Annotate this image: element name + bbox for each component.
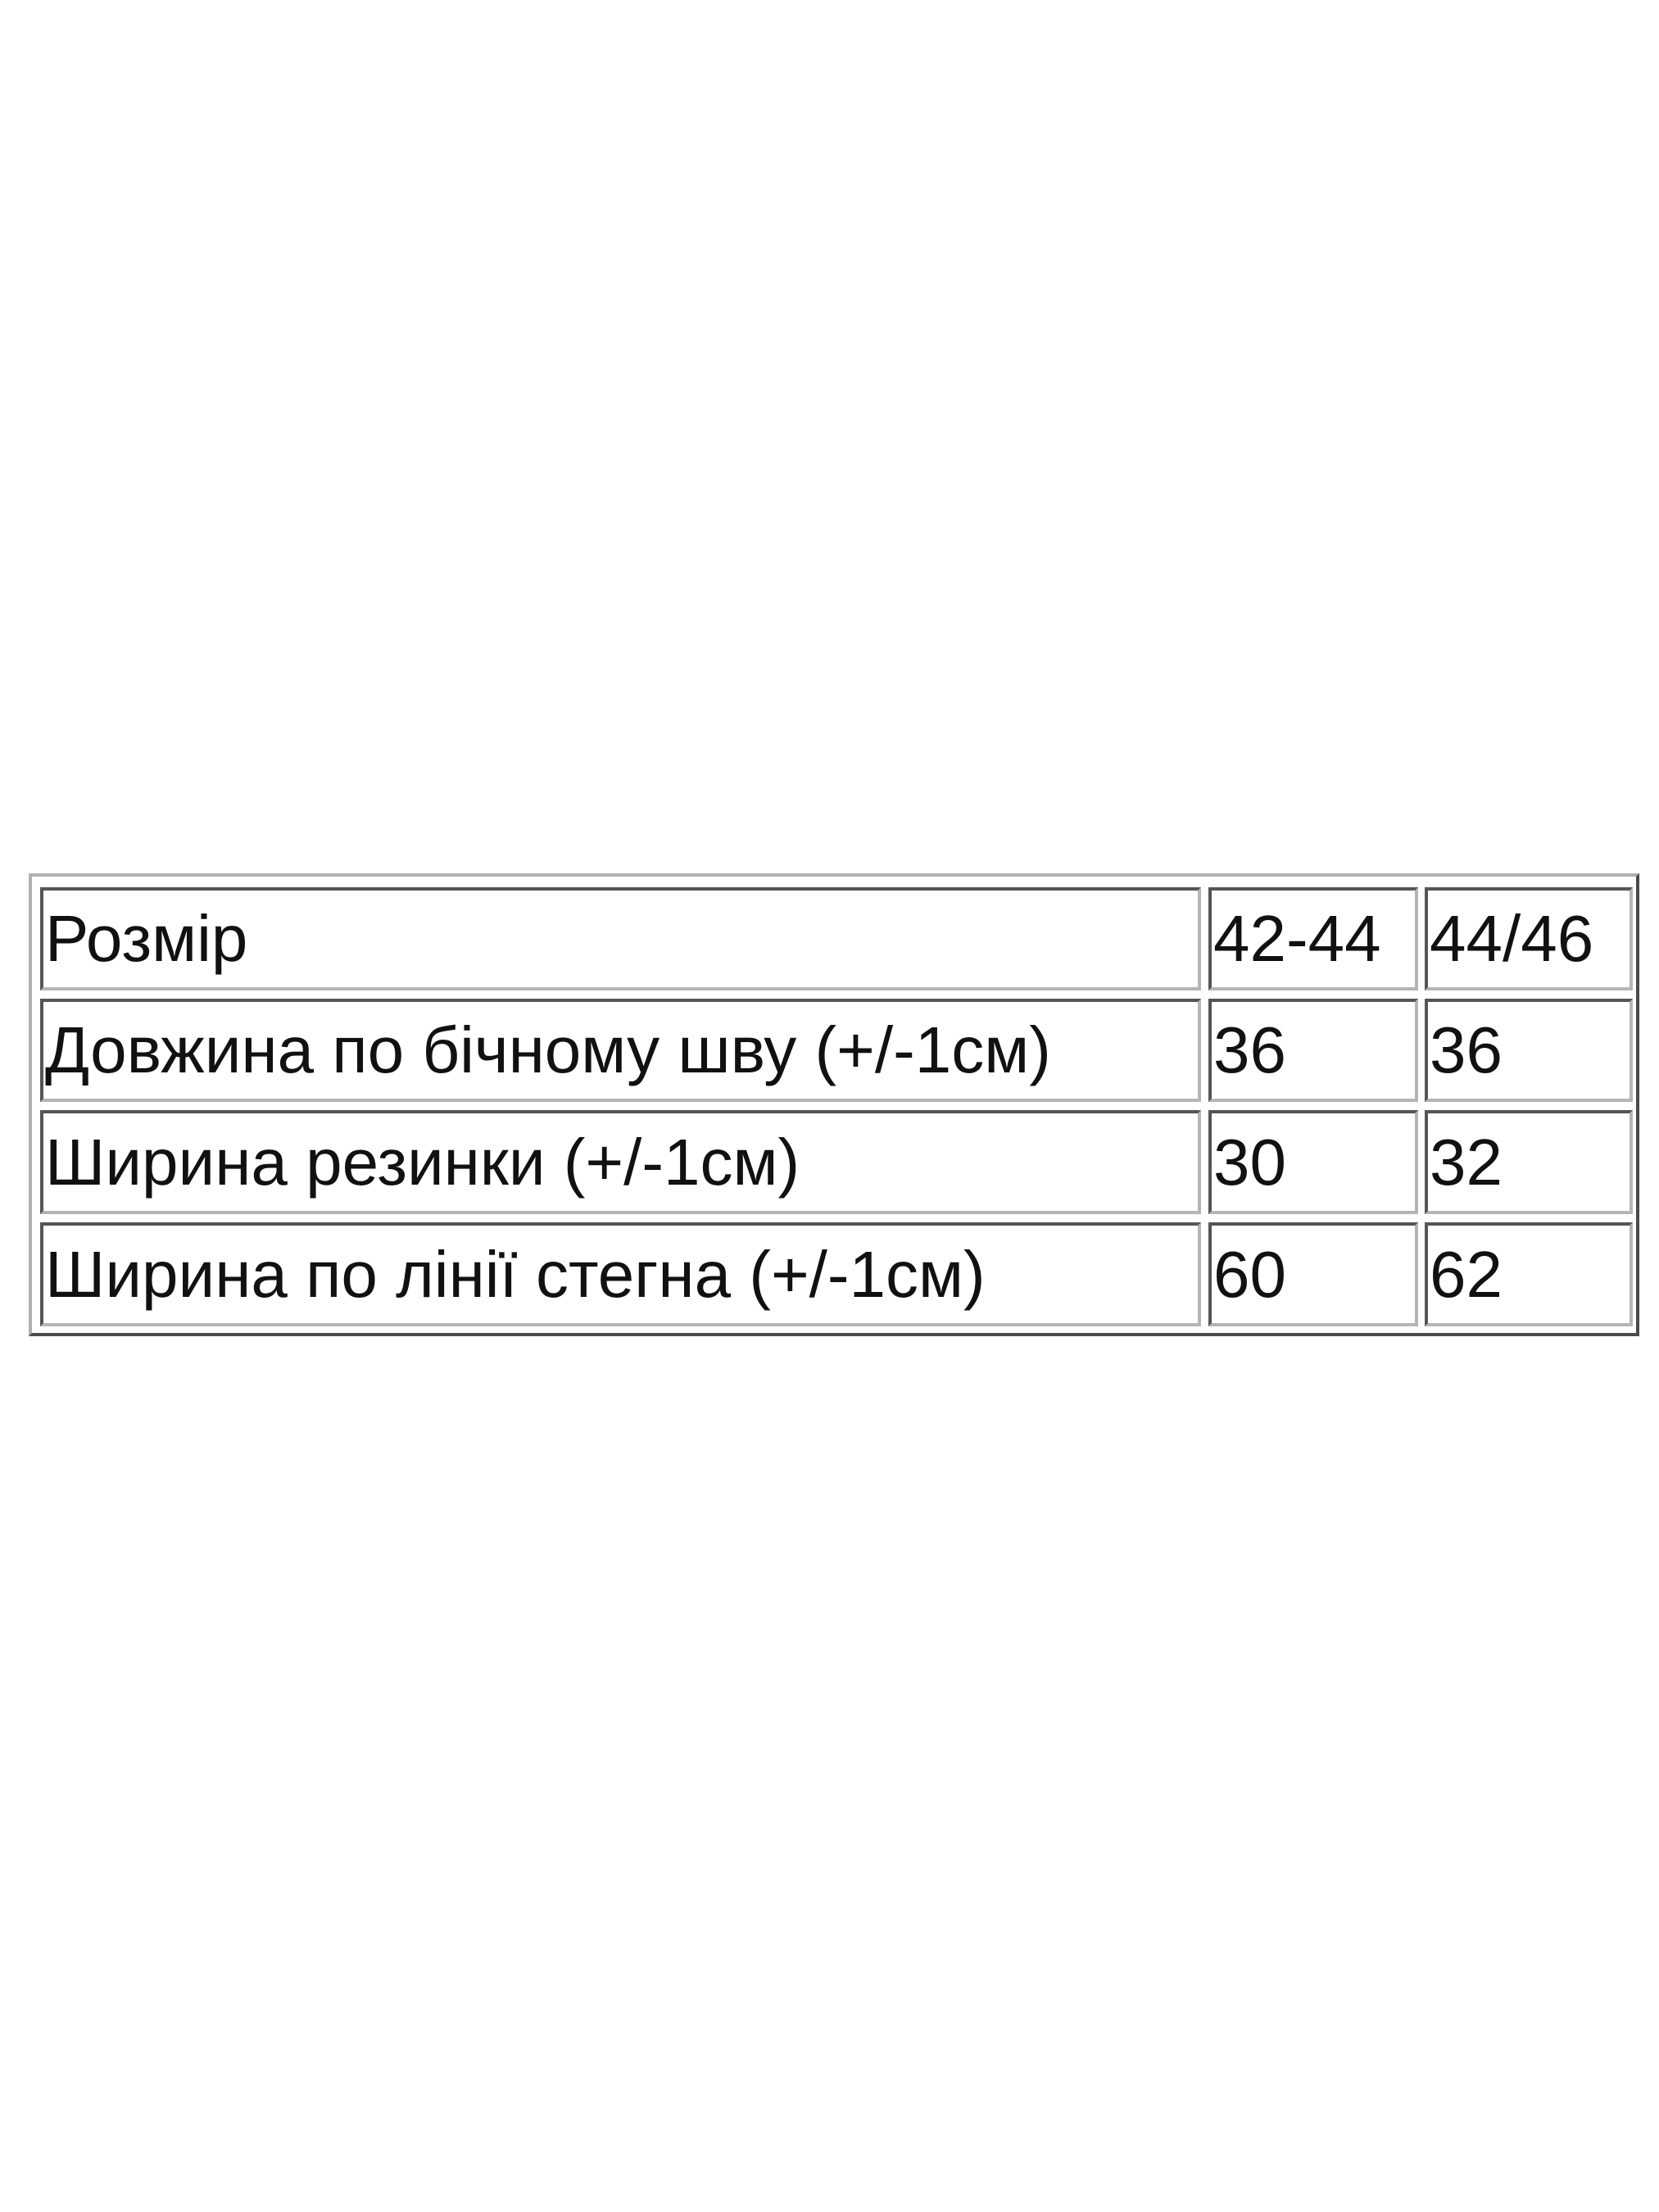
table-cell: 30 [1208, 1110, 1418, 1214]
header-cell-size: Розмір [40, 887, 1201, 990]
header-cell-size-44-46: 44/46 [1425, 887, 1633, 990]
table-cell: 60 [1208, 1222, 1418, 1326]
row-label-side-seam-length: Довжина по бічному шву (+/-1см) [40, 999, 1201, 1102]
header-cell-size-42-44: 42-44 [1208, 887, 1418, 990]
size-table: Розмір 42-44 44/46 Довжина по бічному шв… [29, 873, 1639, 1336]
table-cell: 36 [1208, 999, 1418, 1102]
row-label-hip-width: Ширина по лінії стегна (+/-1см) [40, 1222, 1201, 1326]
table-cell: 36 [1425, 999, 1633, 1102]
row-label-waistband-width: Ширина резинки (+/-1см) [40, 1110, 1201, 1214]
table-cell: 62 [1425, 1222, 1633, 1326]
table-cell: 32 [1425, 1110, 1633, 1214]
